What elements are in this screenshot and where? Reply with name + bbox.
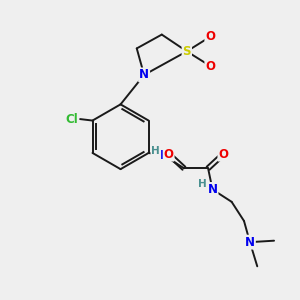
Text: N: N — [160, 149, 170, 162]
Text: O: O — [164, 148, 174, 160]
Text: O: O — [206, 60, 215, 73]
Text: N: N — [139, 68, 149, 81]
Text: N: N — [208, 183, 218, 196]
Text: O: O — [206, 30, 215, 43]
Text: N: N — [245, 236, 255, 249]
Text: O: O — [218, 148, 228, 160]
Text: H: H — [198, 179, 207, 189]
Text: Cl: Cl — [65, 112, 78, 126]
Text: H: H — [151, 146, 160, 156]
Text: S: S — [183, 45, 191, 58]
